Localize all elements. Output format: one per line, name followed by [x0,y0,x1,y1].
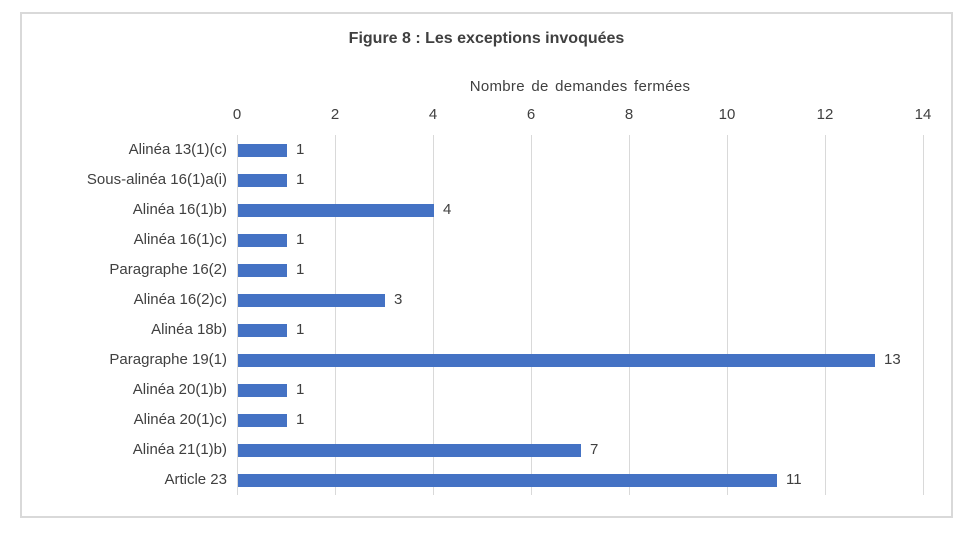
category-label: Article 23 [164,471,227,488]
gridline [629,135,630,495]
bar [238,443,581,457]
category-label: Sous-alinéa 16(1)a(i) [86,171,227,188]
category-label: Paragraphe 16(2) [109,261,227,278]
value-label: 1 [296,171,305,188]
category-label: Alinéa 20(1)b) [132,381,227,398]
value-label: 11 [786,471,802,488]
plot-area: 1 1 4 1 1 3 1 13 1 1 7 11 [237,135,924,495]
chart-frame: Figure 8 : Les exceptions invoquées Nomb… [20,12,953,518]
gridline [335,135,336,495]
x-tick-label: 0 [232,106,242,123]
gridline [531,135,532,495]
chart-title: Figure 8 : Les exceptions invoquées [348,30,625,47]
x-axis-ticks: 0 2 4 6 8 10 12 14 [233,106,932,126]
bar [238,293,385,307]
category-label: Alinéa 16(2)c) [133,291,227,308]
bar [238,323,287,337]
category-axis: Alinéa 13(1)(c) Sous-alinéa 16(1)a(i) Alin… [22,135,227,495]
value-label: 1 [296,231,305,248]
bar [238,353,875,367]
x-tick-label: 6 [526,106,536,123]
x-tick-label: 8 [624,106,634,123]
category-label: Alinéa 16(1)b) [132,201,227,218]
x-tick-label: 10 [718,106,736,123]
bar [238,203,434,217]
gridline [433,135,434,495]
category-label: Alinéa 18b) [151,321,227,338]
category-label: Alinéa 21(1)b) [132,441,227,458]
category-label: Paragraphe 19(1) [109,351,227,368]
value-label: 1 [296,381,305,398]
gridline [727,135,728,495]
category-label: Alinéa 20(1)c) [133,411,227,428]
gridline [825,135,826,495]
bar [238,173,287,187]
bar [238,473,777,487]
x-tick-label: 4 [428,106,438,123]
x-tick-label: 12 [816,106,834,123]
value-label: 4 [443,201,452,218]
value-label: 1 [296,411,305,428]
category-label: Alinéa 16(1)c) [133,231,227,248]
value-label: 1 [296,141,305,158]
x-axis-title: Nombre de demandes fermées [469,78,691,95]
bar [238,263,287,277]
gridline [237,135,238,495]
value-label: 1 [296,321,305,338]
value-label: 13 [884,351,901,368]
x-tick-label: 2 [330,106,340,123]
value-label: 1 [296,261,305,278]
bar [238,383,287,397]
bar [238,413,287,427]
category-label: Alinéa 13(1)(c) [128,141,227,158]
value-label: 3 [394,291,403,308]
value-label: 7 [590,441,599,458]
gridline [923,135,924,495]
x-tick-label: 14 [914,106,932,123]
bar [238,233,287,247]
bar [238,143,287,157]
